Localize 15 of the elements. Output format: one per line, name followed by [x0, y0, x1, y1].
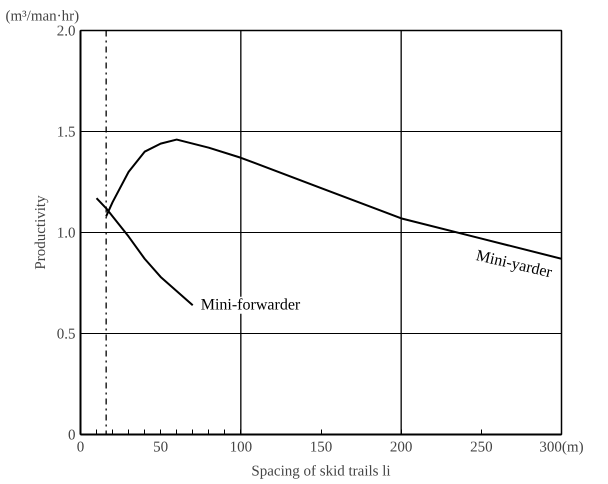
- y-tick-label: 1.0: [56, 226, 76, 242]
- x-tick-label: 100: [230, 440, 252, 456]
- x-tick-label: 250: [470, 440, 493, 456]
- x-tick-label: 200: [390, 440, 412, 456]
- x-tick-label: 150: [310, 440, 332, 456]
- y-axis-title: Productivity: [32, 194, 49, 270]
- y-tick-label: 1.5: [56, 124, 76, 140]
- x-tick-label: 50: [153, 440, 168, 456]
- series-label: Mini-forwarder: [200, 296, 301, 314]
- y-tick-label: 0: [68, 428, 76, 444]
- y-tick-label: 0.5: [56, 326, 76, 342]
- y-tick-label: 2.0: [56, 24, 76, 40]
- x-tick-label: 300(m): [539, 440, 584, 456]
- x-axis-title: Spacing of skid trails li: [251, 464, 391, 480]
- text: (m³/man·hr): [6, 8, 80, 24]
